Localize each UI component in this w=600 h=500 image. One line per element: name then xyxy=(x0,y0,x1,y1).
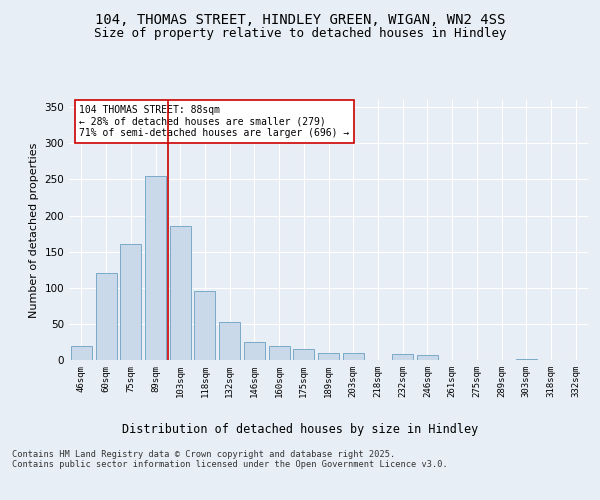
Bar xyxy=(318,353,339,360)
Bar xyxy=(417,355,438,360)
Bar xyxy=(219,322,240,360)
Bar xyxy=(516,358,537,360)
Bar xyxy=(120,244,141,360)
Bar xyxy=(244,342,265,360)
Bar xyxy=(392,354,413,360)
Bar xyxy=(170,226,191,360)
Text: 104 THOMAS STREET: 88sqm
← 28% of detached houses are smaller (279)
71% of semi-: 104 THOMAS STREET: 88sqm ← 28% of detach… xyxy=(79,105,350,138)
Bar xyxy=(343,353,364,360)
Y-axis label: Number of detached properties: Number of detached properties xyxy=(29,142,39,318)
Bar xyxy=(269,346,290,360)
Bar xyxy=(95,274,116,360)
Bar xyxy=(145,176,166,360)
Text: Distribution of detached houses by size in Hindley: Distribution of detached houses by size … xyxy=(122,422,478,436)
Text: Contains HM Land Registry data © Crown copyright and database right 2025.
Contai: Contains HM Land Registry data © Crown c… xyxy=(12,450,448,469)
Text: 104, THOMAS STREET, HINDLEY GREEN, WIGAN, WN2 4SS: 104, THOMAS STREET, HINDLEY GREEN, WIGAN… xyxy=(95,12,505,26)
Bar xyxy=(293,349,314,360)
Bar xyxy=(194,292,215,360)
Bar xyxy=(71,346,92,360)
Text: Size of property relative to detached houses in Hindley: Size of property relative to detached ho… xyxy=(94,28,506,40)
